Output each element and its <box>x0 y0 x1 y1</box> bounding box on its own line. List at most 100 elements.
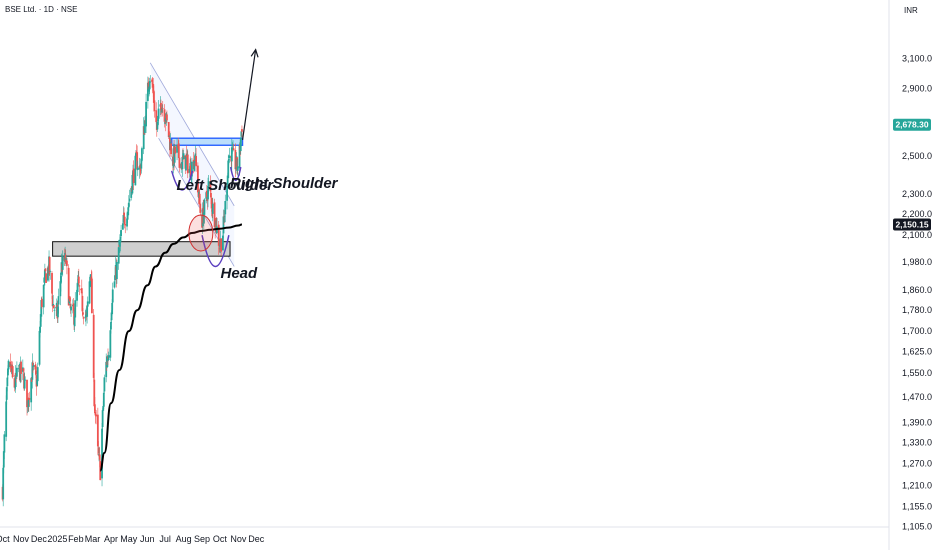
candle-body <box>136 152 139 170</box>
candle-body <box>127 207 130 211</box>
candle-body <box>35 370 37 375</box>
x-tick-label: May <box>120 534 138 544</box>
candle-body <box>32 365 35 367</box>
candle-body <box>198 193 201 205</box>
candle-body <box>65 258 68 260</box>
candle-body <box>26 379 28 408</box>
candle-body <box>186 154 189 174</box>
candle-body <box>151 82 154 88</box>
candle-body <box>51 295 54 307</box>
candle-body <box>161 108 164 110</box>
candle-body <box>107 355 110 361</box>
candle-body <box>85 314 87 318</box>
candle-body <box>23 378 26 389</box>
candle-body <box>114 275 117 281</box>
y-tick-label: 1,980.00 <box>902 257 932 267</box>
candle-body <box>102 392 105 407</box>
candle-body <box>227 159 230 163</box>
candle-body <box>93 379 96 407</box>
candle-body <box>39 314 42 327</box>
candle-body <box>155 110 158 123</box>
candle-body <box>86 306 89 317</box>
candle-body <box>203 199 206 215</box>
candle-body <box>140 158 143 169</box>
candle-body <box>40 300 43 317</box>
candle-body <box>166 114 168 121</box>
support-zone-box <box>52 241 231 257</box>
candle-body <box>118 239 121 247</box>
candle-body <box>101 410 104 427</box>
candle-body <box>10 364 13 372</box>
candle-body <box>95 414 97 417</box>
candle-body <box>55 304 58 306</box>
candle-body <box>60 276 62 284</box>
candle-body <box>76 283 79 293</box>
candle-body <box>148 86 150 92</box>
candle-body <box>11 366 14 378</box>
x-tick-label: Dec <box>31 534 48 544</box>
candle-body <box>59 281 62 297</box>
candle-body <box>2 451 5 468</box>
candle-body <box>238 144 241 169</box>
candle-body <box>126 218 128 227</box>
candle-body <box>207 185 209 200</box>
price-axis[interactable]: 3,100.00 2,900.00 2,500.00 2,300.00 2,200.00… <box>902 53 932 531</box>
candle-body <box>61 256 64 270</box>
candle-body <box>153 100 156 112</box>
candle-body <box>24 379 27 381</box>
candle-body <box>102 406 105 411</box>
candle-body <box>111 302 114 315</box>
candle-body <box>230 147 233 162</box>
y-tick-label: 1,550.00 <box>902 368 932 378</box>
candle-body <box>67 267 70 306</box>
x-tick-label: Sep <box>194 534 210 544</box>
moving-average-layer <box>99 223 243 472</box>
y-tick-label: 1,625.00 <box>902 347 932 357</box>
candle-body <box>7 360 10 370</box>
candle-body <box>132 168 135 183</box>
candle-body <box>109 330 112 358</box>
candle-body <box>239 138 242 152</box>
y-tick-label: 1,330.00 <box>902 437 932 447</box>
candle-body <box>28 398 31 400</box>
candle-body <box>116 261 118 280</box>
x-tick-label: Aug <box>176 534 192 544</box>
chart-title: BSE Ltd. · 1D · NSE <box>5 5 77 14</box>
candle-body <box>43 270 46 281</box>
candle-body <box>45 273 47 283</box>
candle-body <box>148 81 151 89</box>
candle-body <box>135 152 137 156</box>
candle-body <box>36 367 39 382</box>
candle-body <box>78 285 81 287</box>
candle-body <box>32 362 34 367</box>
candle-body <box>77 276 80 284</box>
candle-body <box>5 387 8 400</box>
target-arrow-head <box>250 48 259 58</box>
candle-body <box>94 411 97 416</box>
candle-body <box>22 368 25 371</box>
candle-body <box>127 203 130 207</box>
candle-body <box>43 277 46 283</box>
candle-body <box>181 156 184 170</box>
candle-body <box>236 166 239 171</box>
candle-body <box>128 198 131 202</box>
candle-body <box>152 85 155 94</box>
candle-body <box>120 230 122 237</box>
candle-body <box>121 223 124 230</box>
candle-body <box>234 150 237 170</box>
time-axis[interactable]: OctNovDec2025FebMarAprMayJunJulAugSepOct… <box>0 534 265 544</box>
candle-body <box>98 454 101 460</box>
candle-body <box>20 361 22 374</box>
y-tick-label: 2,200.00 <box>902 209 932 219</box>
candle-body <box>145 101 147 127</box>
candle-body <box>177 143 180 159</box>
candle-body <box>27 399 30 407</box>
candle-body <box>163 109 166 122</box>
candle-body <box>14 372 17 388</box>
y-tick-label: 1,105.00 <box>902 522 932 532</box>
moving-average-line <box>99 223 243 472</box>
candle-body <box>196 165 199 193</box>
x-tick-label: Mar <box>85 534 101 544</box>
